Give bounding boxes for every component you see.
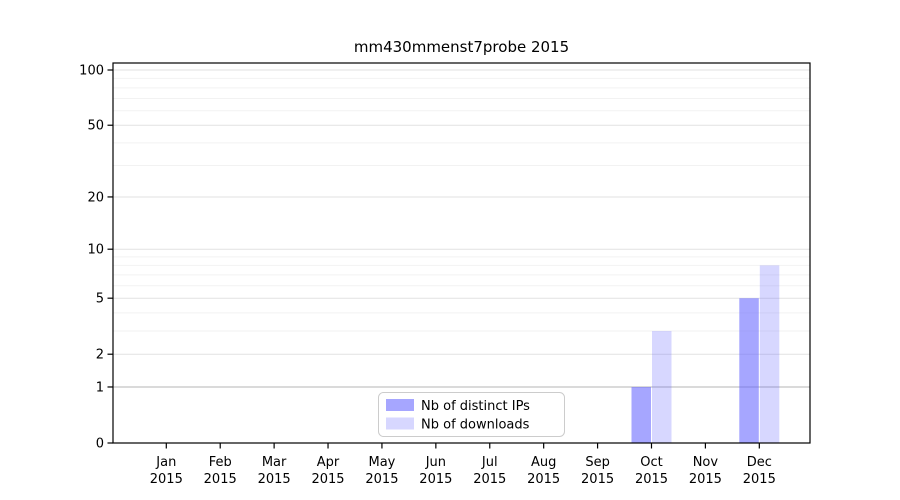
legend-swatch-downloads [386, 417, 414, 430]
x-tick-label: Dec 2015 [743, 455, 776, 487]
y-tick-label: 100 [79, 64, 104, 79]
x-tick-label: Oct 2015 [635, 455, 668, 487]
legend: Nb of distinct IPs Nb of downloads [378, 392, 565, 437]
y-tick-label: 10 [87, 243, 104, 258]
minor-gridlines [113, 77, 810, 332]
bar-downloads [759, 265, 780, 443]
legend-box [378, 392, 565, 437]
y-tick-label: 20 [87, 190, 104, 205]
legend-label-downloads: Nb of downloads [421, 418, 530, 433]
chart-title: mm430mmenst7probe 2015 [354, 38, 569, 56]
legend-swatch-distinct-ips [386, 399, 414, 411]
x-tick-label: Mar 2015 [258, 455, 291, 487]
x-tick-label: Jul 2015 [473, 455, 506, 487]
x-tick-label: Aug 2015 [527, 455, 560, 487]
bar-distinct-ips [739, 298, 759, 443]
axis-ticks [107, 69, 760, 449]
y-axis-labels: 0 1 2 5 10 20 50 100 [79, 64, 104, 452]
legend-label-distinct-ips: Nb of distinct IPs [421, 399, 530, 414]
x-tick-label: Jun 2015 [419, 455, 452, 487]
y-tick-label: 0 [96, 437, 104, 452]
y-tick-label: 1 [96, 381, 104, 396]
plot-frame [112, 62, 811, 444]
bars [631, 265, 780, 443]
x-tick-label: Feb 2015 [204, 455, 237, 487]
x-tick-label: Apr 2015 [311, 455, 344, 487]
x-tick-label: Sep 2015 [581, 455, 614, 487]
y-tick-label: 2 [96, 348, 104, 363]
x-tick-label: May 2015 [365, 455, 398, 487]
bar-distinct-ips [631, 387, 651, 443]
x-tick-label: Nov 2015 [689, 455, 722, 487]
bar-downloads [652, 331, 672, 443]
x-tick-label: Jan 2015 [150, 455, 183, 487]
y-tick-label: 5 [96, 292, 104, 307]
x-axis-labels: Jan 2015 Feb 2015 Mar 2015 Apr 2015 May 2015 Jun 20… [150, 455, 776, 487]
y-tick-label: 50 [87, 119, 104, 134]
major-gridlines [113, 69, 810, 388]
